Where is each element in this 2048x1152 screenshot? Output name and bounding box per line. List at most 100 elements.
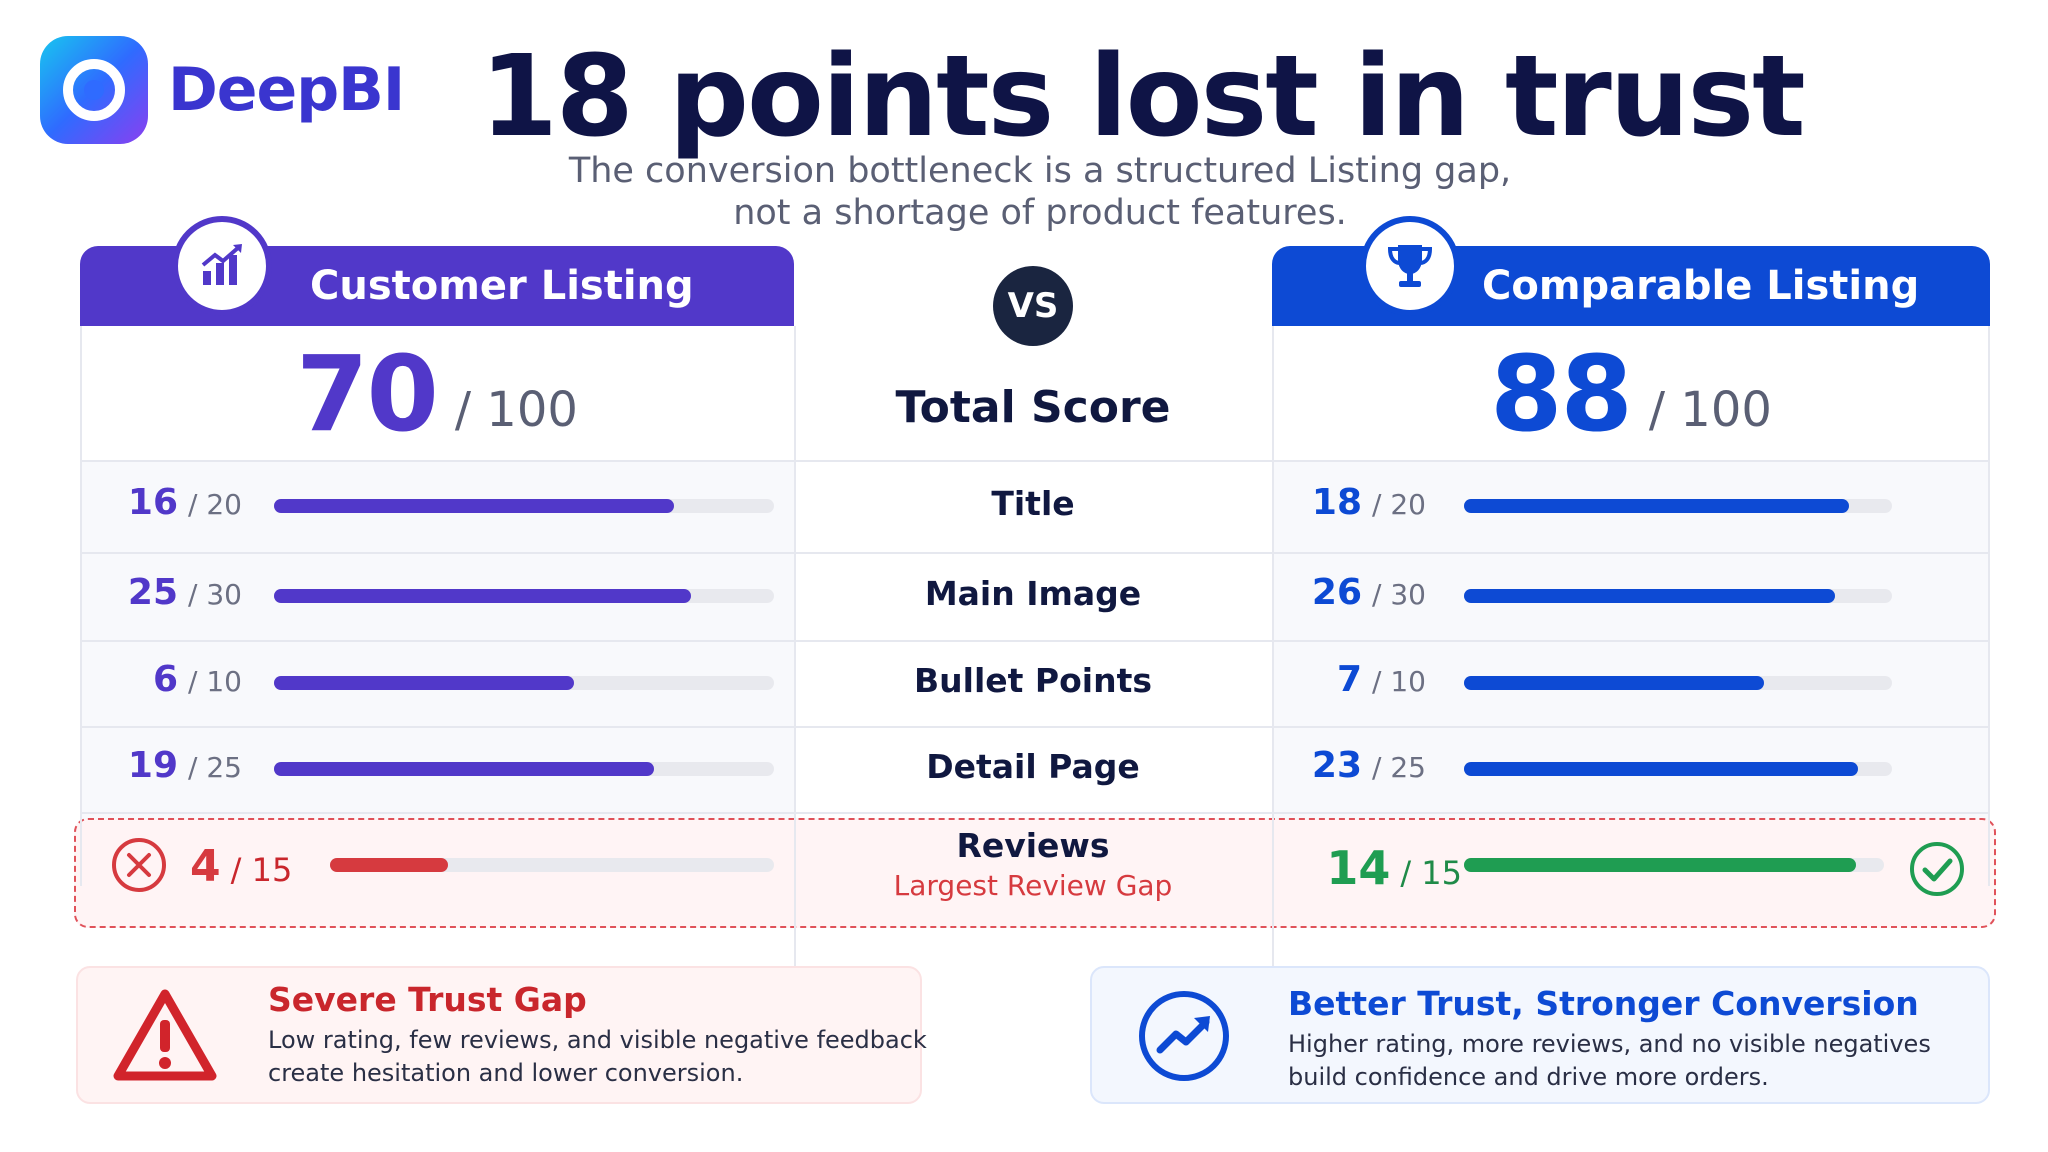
customer-total-max: / 100 (454, 382, 578, 438)
comparable-listing-title: Comparable Listing (1482, 263, 1920, 309)
customer-score-max: / 10 (188, 665, 242, 698)
comparable-score-max: / 15 (1400, 854, 1462, 892)
category-label: Title (794, 484, 1272, 523)
comparable-bar (1464, 499, 1850, 513)
category-label: Main Image (794, 574, 1272, 613)
comparable-bar-track (1464, 676, 1892, 690)
subtitle-line-2: not a shortage of product features. (733, 193, 1347, 233)
table-row: 19 / 25 Detail Page 23 / 25 (80, 726, 1990, 812)
brand-name: DeepBI (168, 55, 405, 125)
bar-chart-icon (201, 244, 242, 285)
customer-total-score: 70 (296, 333, 439, 455)
customer-bar (274, 589, 691, 603)
brand-logo: DeepBI (40, 36, 405, 144)
category-name: Detail Page (926, 747, 1140, 786)
customer-bar (274, 762, 654, 776)
customer-score-max: / 20 (188, 488, 242, 521)
comparable-row-score: 14/ 15 (1272, 841, 1462, 895)
comparable-row-score: 23 / 25 (1272, 745, 1426, 786)
category-name: Title (991, 484, 1075, 523)
category-name: Main Image (924, 574, 1142, 613)
customer-bar-track (274, 499, 774, 513)
table-row-divider (80, 552, 1990, 554)
customer-score-value: 25 (127, 572, 179, 613)
comparable-bar (1464, 676, 1764, 690)
customer-bar-track (274, 676, 774, 690)
subtitle-line-1: The conversion bottleneck is a structure… (568, 151, 1512, 191)
table-vertical-divider (1272, 326, 1274, 998)
comparable-bar-track (1464, 499, 1892, 513)
page-title: 18 points lost in trust (480, 32, 1806, 162)
comparable-score-value: 7 (1336, 659, 1363, 700)
customer-score-value: 19 (127, 745, 179, 786)
comparable-listing-header: Comparable Listing (1272, 216, 1990, 326)
comparable-bar (1464, 589, 1835, 603)
table-row: 4/ 15 Reviews Largest Review Gap 14/ 15 (80, 812, 1990, 918)
comparable-score-value: 23 (1311, 745, 1363, 786)
severe-trust-gap-text: Low rating, few reviews, and visible neg… (268, 1024, 927, 1090)
customer-score-max: / 30 (188, 578, 242, 611)
comparison-table: 70 / 100 Total Score 88 / 100 16 / 20 Titl… (74, 216, 1996, 998)
table-row-divider (80, 460, 1990, 462)
customer-bar (330, 858, 449, 872)
brand-logo-icon (40, 36, 148, 144)
comparable-score-value: 14 (1326, 841, 1391, 895)
category-column-bg (794, 326, 1272, 884)
total-score-label: Total Score (895, 381, 1171, 433)
reviews-highlight (74, 818, 1996, 928)
comparable-total-cell: 88 / 100 (1272, 326, 1990, 460)
comparable-bar (1464, 762, 1858, 776)
comparable-score-max: / 30 (1372, 578, 1426, 611)
customer-row-score: 19 / 25 (80, 745, 242, 786)
comparable-row-score: 18 / 20 (1272, 482, 1426, 523)
table-row-divider (80, 640, 1990, 642)
x-circle-icon (112, 838, 166, 892)
customer-score-value: 16 (127, 482, 179, 523)
table-vertical-divider (80, 326, 82, 886)
better-trust-line-1: Higher rating, more reviews, and no visi… (1288, 1030, 1931, 1058)
table-row: 25 / 30 Main Image 26 / 30 (80, 552, 1990, 640)
better-trust-line-2: build confidence and drive more orders. (1288, 1063, 1769, 1091)
better-trust-text: Higher rating, more reviews, and no visi… (1288, 1028, 1931, 1094)
customer-row-score: 4/ 15 (190, 841, 338, 892)
comparable-bar (1464, 858, 1856, 872)
warning-icon (113, 989, 217, 1081)
category-name: Reviews (956, 826, 1110, 865)
customer-listing-header: Customer Listing (80, 216, 794, 326)
page-subtitle: The conversion bottleneck is a structure… (480, 150, 1600, 234)
customer-row-score: 25 / 30 (80, 572, 242, 613)
severe-trust-gap-card: Severe Trust Gap Low rating, few reviews… (76, 966, 927, 1104)
table-vertical-divider (794, 326, 796, 998)
vs-badge: VS (993, 266, 1073, 346)
customer-score-max: / 15 (230, 851, 293, 889)
customer-total-cell: 70 / 100 (80, 326, 794, 460)
trend-up-icon (1139, 991, 1229, 1081)
category-name: Bullet Points (914, 661, 1152, 700)
comparable-score-value: 26 (1311, 572, 1363, 613)
comparable-badge (1360, 216, 1460, 316)
customer-score-value: 4 (190, 841, 221, 892)
table-row-divider (80, 812, 1990, 814)
customer-bar-track (274, 589, 774, 603)
customer-row-score: 16 / 20 (80, 482, 242, 523)
customer-score-max: / 25 (188, 751, 242, 784)
trophy-icon (1387, 245, 1433, 287)
customer-badge (172, 216, 272, 316)
table-row-divider (80, 726, 1990, 728)
comparable-bar-track (1464, 858, 1884, 872)
largest-review-gap-note: Largest Review Gap (893, 869, 1173, 902)
table-row: 16 / 20 Title 18 / 20 (80, 460, 1990, 552)
comparable-total-max: / 100 (1648, 382, 1772, 438)
comparable-row-score: 7 / 10 (1272, 659, 1426, 700)
severe-trust-gap-line-2: create hesitation and lower conversion. (268, 1059, 744, 1087)
comparable-row-score: 26 / 30 (1272, 572, 1426, 613)
comparable-bar-track (1464, 589, 1892, 603)
comparable-score-max: / 20 (1372, 488, 1426, 521)
better-trust-title: Better Trust, Stronger Conversion (1288, 984, 1919, 1023)
comparable-bar-track (1464, 762, 1892, 776)
category-label: Detail Page (794, 747, 1272, 786)
customer-row-score: 6 / 10 (80, 659, 242, 700)
comparable-total-score: 88 (1490, 333, 1633, 455)
customer-bar-track (274, 762, 774, 776)
customer-bar-track (330, 858, 774, 872)
